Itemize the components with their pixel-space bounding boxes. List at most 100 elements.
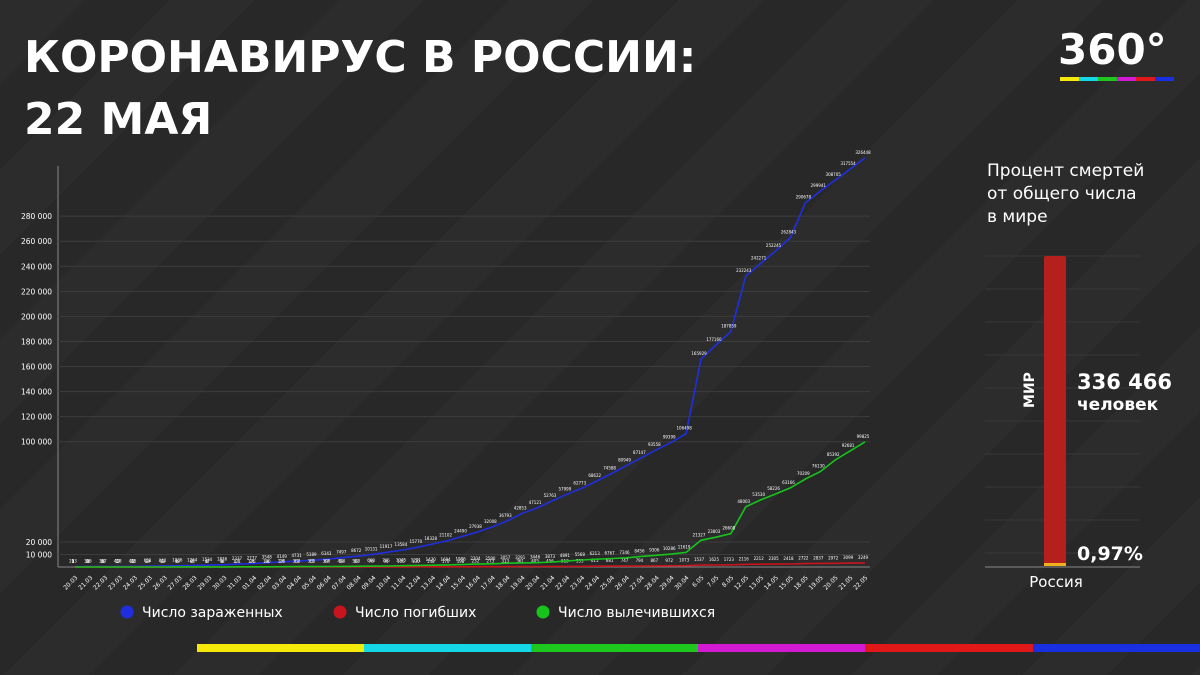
data-label: 38	[160, 559, 166, 564]
x-tick-label: 27.04	[629, 574, 646, 591]
data-label: 1537	[694, 557, 705, 562]
y-tick-label: 160 000	[21, 363, 52, 372]
data-label: 9306	[649, 547, 660, 552]
data-label: 8456	[634, 548, 645, 553]
y-tick-label: 10 000	[26, 550, 52, 559]
data-label: 299941	[811, 183, 827, 188]
data-label: 3099	[843, 555, 854, 560]
data-label: 13584	[395, 542, 408, 547]
data-label: 30	[264, 559, 270, 564]
data-label: 74588	[603, 466, 616, 471]
data-label: 1	[72, 559, 75, 564]
data-label: 308705	[826, 172, 842, 177]
data-label: 1	[87, 559, 90, 564]
x-tick-label: 30.03	[211, 574, 228, 591]
data-label: 747	[621, 558, 629, 563]
data-label: 355	[308, 559, 316, 564]
legend-marker	[333, 605, 347, 619]
data-label: 972	[665, 558, 673, 563]
x-tick-label: 29.04	[659, 574, 676, 591]
data-label: 3446	[530, 555, 541, 560]
data-label: 64	[190, 559, 196, 564]
data-label: 615	[591, 558, 599, 563]
x-tick-label: 24.04	[584, 574, 601, 591]
data-label: 4	[176, 559, 179, 564]
y-tick-label: 20 000	[26, 538, 52, 547]
data-label: 190	[263, 559, 271, 564]
data-label: 3548	[262, 555, 273, 560]
data-label: 405	[531, 558, 539, 563]
data-label: 2305	[768, 556, 779, 561]
x-tick-label: 29.03	[196, 574, 213, 591]
data-label: 658	[144, 558, 152, 563]
color-strip	[197, 644, 1200, 652]
data-label: 1	[102, 559, 105, 564]
x-tick-label: 19.05	[808, 574, 825, 591]
x-tick-label: 31.03	[226, 574, 243, 591]
x-tick-label: 13.04	[420, 574, 437, 591]
data-label: 10286	[663, 546, 676, 551]
data-label: 57999	[559, 486, 572, 491]
x-tick-label: 22.04	[554, 574, 571, 591]
data-label: 8	[206, 559, 209, 564]
data-label: 94	[383, 559, 389, 564]
title: КОРОНАВИРУС В РОССИИ:	[24, 32, 696, 83]
data-label: 333	[293, 559, 301, 564]
y-tick-label: 260 000	[21, 237, 52, 246]
logo: 360°	[1058, 25, 1167, 74]
data-label: 11917	[380, 544, 393, 549]
data-label: 580	[352, 558, 360, 563]
data-label: 3291	[515, 555, 526, 560]
x-tick-label: 11.04	[390, 574, 407, 591]
x-tick-label: 26.04	[614, 574, 631, 591]
x-tick-label: 23.04	[569, 574, 586, 591]
x-tick-label: 28.03	[182, 574, 199, 591]
data-label: 317554	[840, 161, 856, 166]
x-tick-label: 12.05	[733, 574, 750, 591]
x-tick-label: 23.03	[107, 574, 124, 591]
x-tick-label: 22.03	[92, 574, 109, 591]
data-label: 1045	[396, 558, 407, 563]
data-label: 10131	[365, 546, 378, 551]
data-label: 262843	[781, 230, 797, 235]
data-label: 11619	[678, 544, 691, 549]
x-tick-label: 12.04	[405, 574, 422, 591]
data-label: 253	[69, 559, 77, 564]
data-label: 398	[323, 559, 331, 564]
x-tick-label: 10.04	[375, 574, 392, 591]
x-tick-label: 18.05	[793, 574, 810, 591]
data-label: 313	[501, 559, 509, 564]
data-label: 1073	[679, 558, 690, 563]
data-label: 867	[651, 558, 659, 563]
data-label: 840	[159, 558, 167, 563]
x-tick-label: 20.05	[822, 574, 839, 591]
x-tick-label: 06.04	[316, 574, 333, 591]
x-tick-label: 03.04	[271, 574, 288, 591]
data-label: 80949	[618, 458, 631, 463]
data-label: 63	[354, 559, 360, 564]
data-label: 22	[130, 559, 136, 564]
data-label: 93558	[648, 442, 661, 447]
x-tick-label: 18.04	[495, 574, 512, 591]
world-bar	[1044, 256, 1066, 566]
data-label: 3249	[858, 555, 869, 560]
logo-underline	[1060, 77, 1174, 81]
data-label: 106498	[676, 426, 692, 431]
data-label: 5568	[575, 552, 586, 557]
x-tick-label: 28.04	[644, 574, 661, 591]
data-label: 1470	[426, 557, 437, 562]
data-label: 306	[84, 559, 92, 564]
data-label: 6213	[590, 551, 601, 556]
data-label: 2777	[247, 556, 258, 561]
share-title: Процент смертей от общего числа в мире	[987, 161, 1145, 227]
data-label: 5389	[306, 552, 317, 557]
data-label: 1036	[172, 558, 183, 563]
legend-label: Число вылечившихся	[558, 605, 715, 621]
data-label: 198	[457, 559, 465, 564]
data-label: 494	[337, 558, 345, 563]
category-label: Россия	[1029, 573, 1083, 591]
data-label: 187859	[721, 324, 737, 329]
data-label: 1	[131, 559, 134, 564]
data-label: 290678	[796, 195, 812, 200]
data-label: 68622	[588, 473, 601, 478]
